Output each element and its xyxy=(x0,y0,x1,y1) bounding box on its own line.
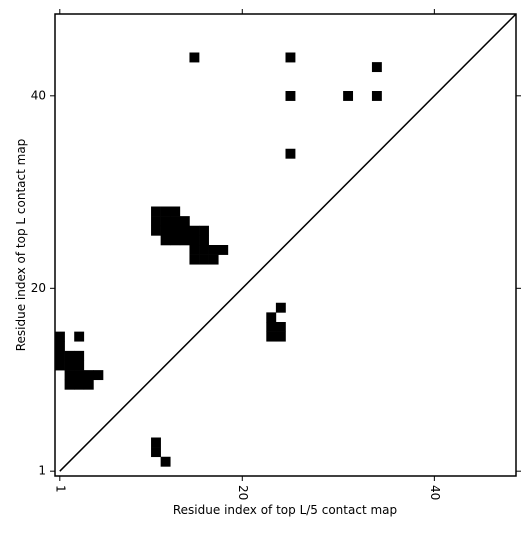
contact-cell xyxy=(151,447,161,458)
contact-cell xyxy=(285,91,296,101)
contact-cell xyxy=(151,437,161,448)
contact-cell xyxy=(64,379,75,390)
x-tick-label: 1 xyxy=(53,485,67,493)
contact-cell xyxy=(170,235,181,246)
contact-cell xyxy=(160,456,171,467)
contact-cell xyxy=(74,370,85,381)
contact-cell xyxy=(151,225,161,236)
contact-cell xyxy=(208,254,219,265)
contact-cell xyxy=(74,360,85,371)
contact-cell xyxy=(371,62,382,73)
contact-cell xyxy=(160,216,171,227)
x-axis-label: Residue index of top L/5 contact map xyxy=(173,503,397,517)
contact-cell xyxy=(160,225,171,236)
x-tick-label: 40 xyxy=(428,485,442,500)
contact-cell xyxy=(74,379,85,390)
contact-cell xyxy=(275,302,286,313)
contact-cell xyxy=(55,360,65,371)
y-tick-label: 20 xyxy=(31,281,46,295)
contact-cell xyxy=(170,206,181,217)
contact-cell xyxy=(189,245,200,255)
contact-cell xyxy=(371,91,382,101)
contact-cell xyxy=(266,312,277,323)
contact-cell xyxy=(151,216,161,227)
contact-cell xyxy=(83,379,94,390)
y-tick-label: 1 xyxy=(38,464,46,478)
contact-cell xyxy=(170,225,181,236)
contact-cell xyxy=(64,360,75,371)
contact-cell xyxy=(199,245,209,255)
contact-cell xyxy=(199,225,209,236)
contact-cell xyxy=(285,52,296,63)
contact-cell xyxy=(266,322,277,332)
contact-cell xyxy=(55,350,65,361)
contact-cell xyxy=(266,331,277,342)
contact-cell xyxy=(208,245,219,255)
contact-cell xyxy=(189,254,200,265)
contact-cell xyxy=(55,341,65,352)
contact-cell xyxy=(285,148,296,159)
contact-cell xyxy=(93,370,104,381)
contact-cell xyxy=(275,322,286,332)
contact-cell xyxy=(179,235,190,246)
contact-cell xyxy=(179,216,190,227)
plot-frame xyxy=(54,13,517,477)
y-tick-label: 40 xyxy=(31,88,46,102)
contact-cell xyxy=(179,225,190,236)
contact-cell xyxy=(74,350,85,361)
contact-cell xyxy=(189,235,200,246)
contact-cell xyxy=(160,206,171,217)
contact-cell xyxy=(55,331,65,342)
contact-cell xyxy=(189,52,200,63)
contact-cell xyxy=(199,254,209,265)
contact-cell xyxy=(199,235,209,246)
diagonal-line xyxy=(59,13,517,472)
contact-cell xyxy=(160,235,171,246)
contact-cell xyxy=(74,331,85,342)
x-tick-label: 20 xyxy=(236,485,250,500)
y-axis-label: Residue index of top L contact map xyxy=(14,139,28,352)
contact-cell xyxy=(189,225,200,236)
contact-cell xyxy=(275,331,286,342)
contact-cell xyxy=(83,370,94,381)
contact-cell xyxy=(170,216,181,227)
contact-cell xyxy=(64,350,75,361)
contact-cell xyxy=(151,206,161,217)
contact-cell xyxy=(218,245,229,255)
contact-cell xyxy=(64,370,75,381)
contact-cell xyxy=(343,91,354,101)
